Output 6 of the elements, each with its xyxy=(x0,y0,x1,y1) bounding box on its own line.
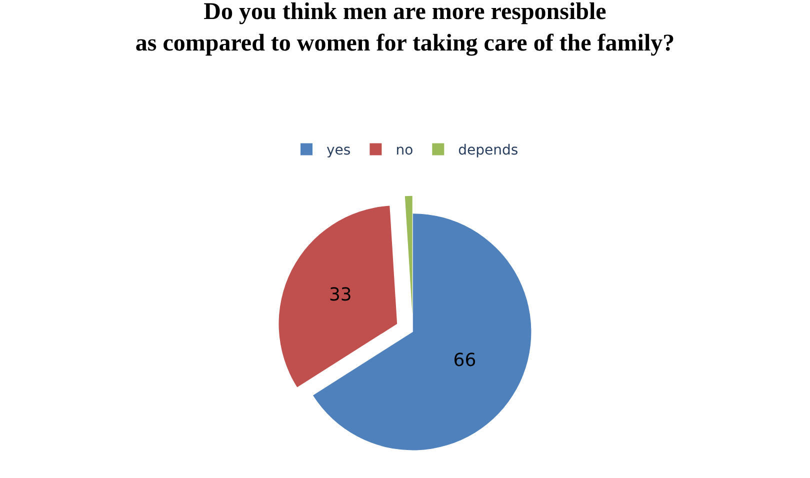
legend-label: no xyxy=(396,142,414,159)
chart-title: Do you think men are more responsible as compared to women for taking care of the family? xyxy=(135,0,675,56)
data-label: 33 xyxy=(328,284,352,306)
data-label: 66 xyxy=(453,350,476,371)
legend-label: yes xyxy=(326,142,351,159)
legend-label: depends xyxy=(458,142,518,159)
